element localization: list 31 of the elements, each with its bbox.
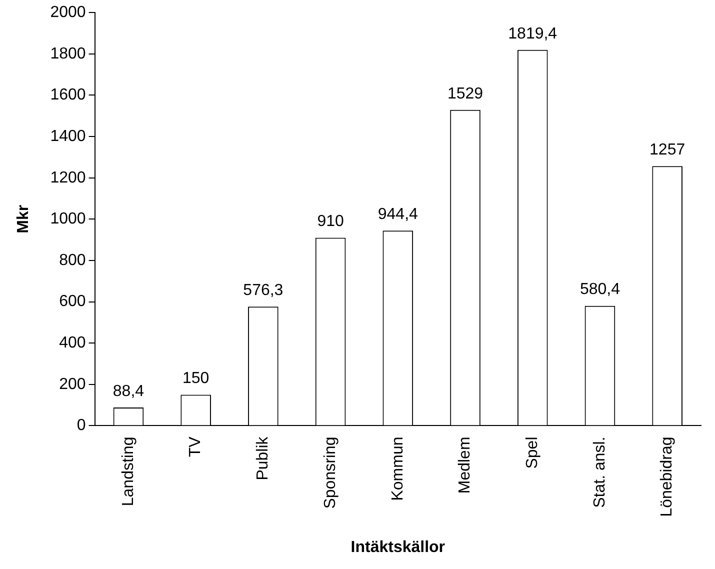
data-label: 1819,4	[508, 25, 558, 42]
x-axis-title: Intäktskällor	[350, 538, 446, 556]
y-axis-title: Mkr	[15, 204, 32, 234]
x-tick-label: Spel	[524, 436, 542, 469]
x-tick-label: Stat. ansl.	[591, 436, 608, 508]
y-tick-label: 400	[59, 334, 86, 352]
x-tick-label: Landsting	[120, 436, 137, 506]
data-label: 910	[317, 213, 344, 230]
x-tick-label: Lönebidrag	[658, 436, 676, 517]
y-tick-label: 200	[59, 376, 86, 393]
x-tick-label: TV	[187, 436, 204, 458]
x-tick-label: Medlem	[456, 436, 474, 494]
y-tick-label: 2000	[50, 4, 86, 22]
x-tick-label: Publik	[254, 436, 272, 480]
y-tick-label: 600	[59, 293, 86, 310]
y-tick-label: 1000	[50, 210, 86, 228]
y-tick-label: 1800	[50, 45, 86, 62]
y-tick-label: 1200	[50, 169, 86, 186]
data-label: 1529	[447, 85, 484, 102]
data-label: 88,4	[112, 382, 144, 400]
data-label: 1257	[650, 141, 686, 158]
y-tick-label: 1400	[50, 128, 86, 145]
x-tick-label: Sponsring	[322, 436, 339, 509]
data-label: 580,4	[580, 281, 620, 298]
x-tick-label: Kommun	[389, 436, 406, 501]
y-tick-label: 800	[59, 252, 86, 269]
data-label: 944,4	[378, 206, 418, 224]
y-tick-label: 0	[76, 417, 86, 434]
y-tick-label: 1600	[50, 86, 86, 104]
data-label: 150	[182, 370, 210, 388]
data-label: 576,3	[243, 282, 284, 300]
